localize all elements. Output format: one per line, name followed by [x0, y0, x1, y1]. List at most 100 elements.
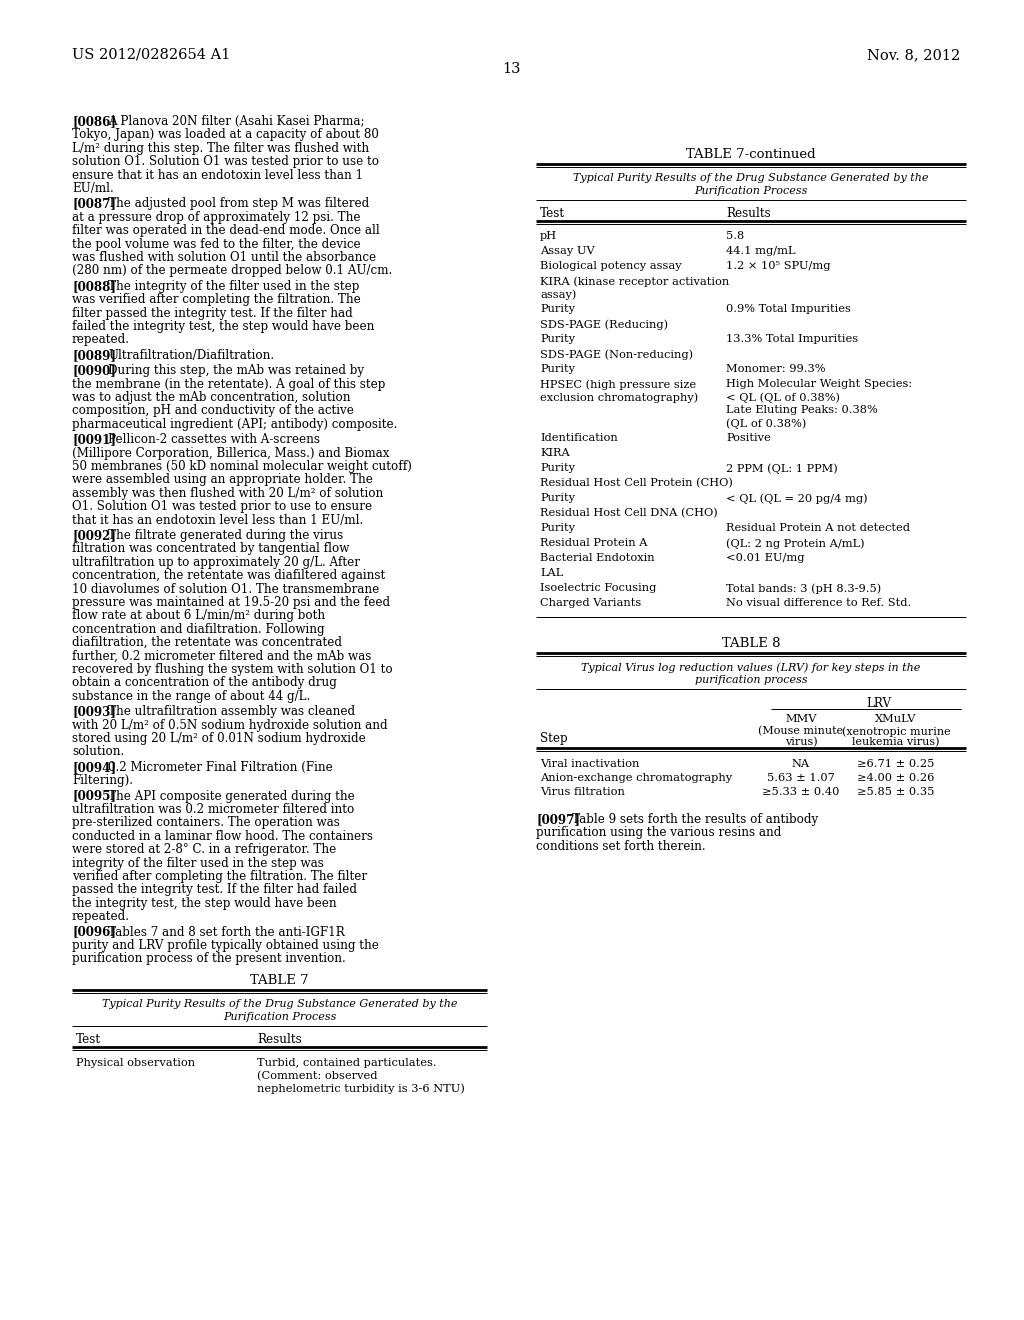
Text: LAL: LAL [540, 568, 563, 578]
Text: Biological potency assay: Biological potency assay [540, 261, 682, 271]
Text: integrity of the filter used in the step was: integrity of the filter used in the step… [72, 857, 324, 870]
Text: 5.63 ± 1.07: 5.63 ± 1.07 [767, 774, 835, 783]
Text: The API composite generated during the: The API composite generated during the [108, 789, 354, 803]
Text: The filtrate generated during the virus: The filtrate generated during the virus [108, 529, 343, 543]
Text: with 20 L/m² of 0.5N sodium hydroxide solution and: with 20 L/m² of 0.5N sodium hydroxide so… [72, 718, 388, 731]
Text: ≥6.71 ± 0.25: ≥6.71 ± 0.25 [857, 759, 935, 770]
Text: filtration was concentrated by tangential flow: filtration was concentrated by tangentia… [72, 543, 349, 556]
Text: (xenotropic murine: (xenotropic murine [842, 726, 950, 737]
Text: that it has an endotoxin level less than 1 EU/ml.: that it has an endotoxin level less than… [72, 513, 364, 527]
Text: were stored at 2-8° C. in a refrigerator. The: were stored at 2-8° C. in a refrigerator… [72, 843, 336, 857]
Text: The ultrafiltration assembly was cleaned: The ultrafiltration assembly was cleaned [108, 705, 355, 718]
Text: Tables 7 and 8 set forth the anti-IGF1R: Tables 7 and 8 set forth the anti-IGF1R [108, 925, 345, 939]
Text: (280 nm) of the permeate dropped below 0.1 AU/cm.: (280 nm) of the permeate dropped below 0… [72, 264, 392, 277]
Text: [0090]: [0090] [72, 364, 116, 378]
Text: recovered by flushing the system with solution O1 to: recovered by flushing the system with so… [72, 663, 392, 676]
Text: the membrane (in the retentate). A goal of this step: the membrane (in the retentate). A goal … [72, 378, 385, 391]
Text: MMV: MMV [785, 714, 817, 723]
Text: LRV: LRV [866, 697, 891, 710]
Text: < QL (QL of 0.38%): < QL (QL of 0.38%) [726, 392, 840, 403]
Text: further, 0.2 micrometer filtered and the mAb was: further, 0.2 micrometer filtered and the… [72, 649, 372, 663]
Text: Residual Host Cell DNA (CHO): Residual Host Cell DNA (CHO) [540, 508, 718, 519]
Text: [0087]: [0087] [72, 198, 116, 210]
Text: Late Eluting Peaks: 0.38%: Late Eluting Peaks: 0.38% [726, 405, 878, 414]
Text: exclusion chromatography): exclusion chromatography) [540, 392, 698, 403]
Text: [0086]: [0086] [72, 115, 116, 128]
Text: TABLE 7-continued: TABLE 7-continued [686, 148, 816, 161]
Text: composition, pH and conductivity of the active: composition, pH and conductivity of the … [72, 404, 354, 417]
Text: Results: Results [257, 1032, 302, 1045]
Text: Table 9 sets forth the results of antibody: Table 9 sets forth the results of antibo… [572, 813, 818, 826]
Text: [0095]: [0095] [72, 789, 116, 803]
Text: Test: Test [76, 1032, 101, 1045]
Text: Assay UV: Assay UV [540, 246, 595, 256]
Text: Residual Protein A: Residual Protein A [540, 539, 647, 548]
Text: was verified after completing the filtration. The: was verified after completing the filtra… [72, 293, 360, 306]
Text: 13.3% Total Impurities: 13.3% Total Impurities [726, 334, 858, 345]
Text: Filtering).: Filtering). [72, 775, 133, 787]
Text: purification process of the present invention.: purification process of the present inve… [72, 953, 346, 965]
Text: ≥4.00 ± 0.26: ≥4.00 ± 0.26 [857, 774, 935, 783]
Text: <0.01 EU/mg: <0.01 EU/mg [726, 553, 805, 564]
Text: During this step, the mAb was retained by: During this step, the mAb was retained b… [108, 364, 365, 378]
Text: Positive: Positive [726, 433, 771, 444]
Text: [0089]: [0089] [72, 348, 116, 362]
Text: Typical Purity Results of the Drug Substance Generated by the: Typical Purity Results of the Drug Subst… [573, 173, 929, 183]
Text: filter passed the integrity test. If the filter had: filter passed the integrity test. If the… [72, 306, 352, 319]
Text: Bacterial Endotoxin: Bacterial Endotoxin [540, 553, 654, 564]
Text: No visual difference to Ref. Std.: No visual difference to Ref. Std. [726, 598, 911, 609]
Text: XMuLV: XMuLV [876, 714, 916, 723]
Text: repeated.: repeated. [72, 911, 130, 923]
Text: filter was operated in the dead-end mode. Once all: filter was operated in the dead-end mode… [72, 224, 380, 238]
Text: ≥5.85 ± 0.35: ≥5.85 ± 0.35 [857, 787, 935, 797]
Text: Purity: Purity [540, 334, 575, 345]
Text: High Molecular Weight Species:: High Molecular Weight Species: [726, 379, 912, 389]
Text: Physical observation: Physical observation [76, 1057, 196, 1068]
Text: at a pressure drop of approximately 12 psi. The: at a pressure drop of approximately 12 p… [72, 211, 360, 224]
Text: passed the integrity test. If the filter had failed: passed the integrity test. If the filter… [72, 883, 357, 896]
Text: Step: Step [540, 733, 567, 744]
Text: ≥5.33 ± 0.40: ≥5.33 ± 0.40 [762, 787, 840, 797]
Text: Residual Host Cell Protein (CHO): Residual Host Cell Protein (CHO) [540, 478, 733, 488]
Text: Purity: Purity [540, 492, 575, 503]
Text: substance in the range of about 44 g/L.: substance in the range of about 44 g/L. [72, 690, 310, 702]
Text: [0096]: [0096] [72, 925, 116, 939]
Text: Charged Variants: Charged Variants [540, 598, 641, 609]
Text: 10 diavolumes of solution O1. The transmembrane: 10 diavolumes of solution O1. The transm… [72, 582, 379, 595]
Text: SDS-PAGE (Reducing): SDS-PAGE (Reducing) [540, 319, 668, 330]
Text: Ultrafiltration/Diafiltration.: Ultrafiltration/Diafiltration. [108, 348, 274, 362]
Text: [0088]: [0088] [72, 280, 116, 293]
Text: solution O1. Solution O1 was tested prior to use to: solution O1. Solution O1 was tested prio… [72, 156, 379, 168]
Text: purification process: purification process [694, 675, 807, 685]
Text: HPSEC (high pressure size: HPSEC (high pressure size [540, 379, 696, 389]
Text: 5.8: 5.8 [726, 231, 744, 242]
Text: 1.2 × 10⁵ SPU/mg: 1.2 × 10⁵ SPU/mg [726, 261, 830, 271]
Text: KIRA (kinase receptor activation: KIRA (kinase receptor activation [540, 276, 729, 286]
Text: flow rate at about 6 L/min/m² during both: flow rate at about 6 L/min/m² during bot… [72, 610, 326, 623]
Text: verified after completing the filtration. The filter: verified after completing the filtration… [72, 870, 368, 883]
Text: Isoelectric Focusing: Isoelectric Focusing [540, 583, 656, 593]
Text: Purity: Purity [540, 304, 575, 314]
Text: Viral inactivation: Viral inactivation [540, 759, 639, 770]
Text: assembly was then flushed with 20 L/m² of solution: assembly was then flushed with 20 L/m² o… [72, 487, 383, 500]
Text: The adjusted pool from step M was filtered: The adjusted pool from step M was filter… [108, 198, 370, 210]
Text: EU/ml.: EU/ml. [72, 182, 114, 195]
Text: Turbid, contained particulates.: Turbid, contained particulates. [257, 1057, 436, 1068]
Text: [0094]: [0094] [72, 760, 116, 774]
Text: 0.2 Micrometer Final Filtration (Fine: 0.2 Micrometer Final Filtration (Fine [108, 760, 333, 774]
Text: NA: NA [792, 759, 810, 770]
Text: was to adjust the mAb concentration, solution: was to adjust the mAb concentration, sol… [72, 391, 350, 404]
Text: Monomer: 99.3%: Monomer: 99.3% [726, 364, 825, 374]
Text: Tokyo, Japan) was loaded at a capacity of about 80: Tokyo, Japan) was loaded at a capacity o… [72, 128, 379, 141]
Text: Residual Protein A not detected: Residual Protein A not detected [726, 523, 910, 533]
Text: the pool volume was fed to the filter, the device: the pool volume was fed to the filter, t… [72, 238, 360, 251]
Text: (Millipore Corporation, Billerica, Mass.) and Biomax: (Millipore Corporation, Billerica, Mass.… [72, 446, 389, 459]
Text: the integrity test, the step would have been: the integrity test, the step would have … [72, 896, 337, 909]
Text: (QL of 0.38%): (QL of 0.38%) [726, 418, 806, 429]
Text: Anion-exchange chromatography: Anion-exchange chromatography [540, 774, 732, 783]
Text: failed the integrity test, the step would have been: failed the integrity test, the step woul… [72, 319, 375, 333]
Text: stored using 20 L/m² of 0.01N sodium hydroxide: stored using 20 L/m² of 0.01N sodium hyd… [72, 733, 366, 744]
Text: ensure that it has an endotoxin level less than 1: ensure that it has an endotoxin level le… [72, 169, 364, 182]
Text: Typical Virus log reduction values (LRV) for key steps in the: Typical Virus log reduction values (LRV)… [582, 663, 921, 673]
Text: [0092]: [0092] [72, 529, 116, 543]
